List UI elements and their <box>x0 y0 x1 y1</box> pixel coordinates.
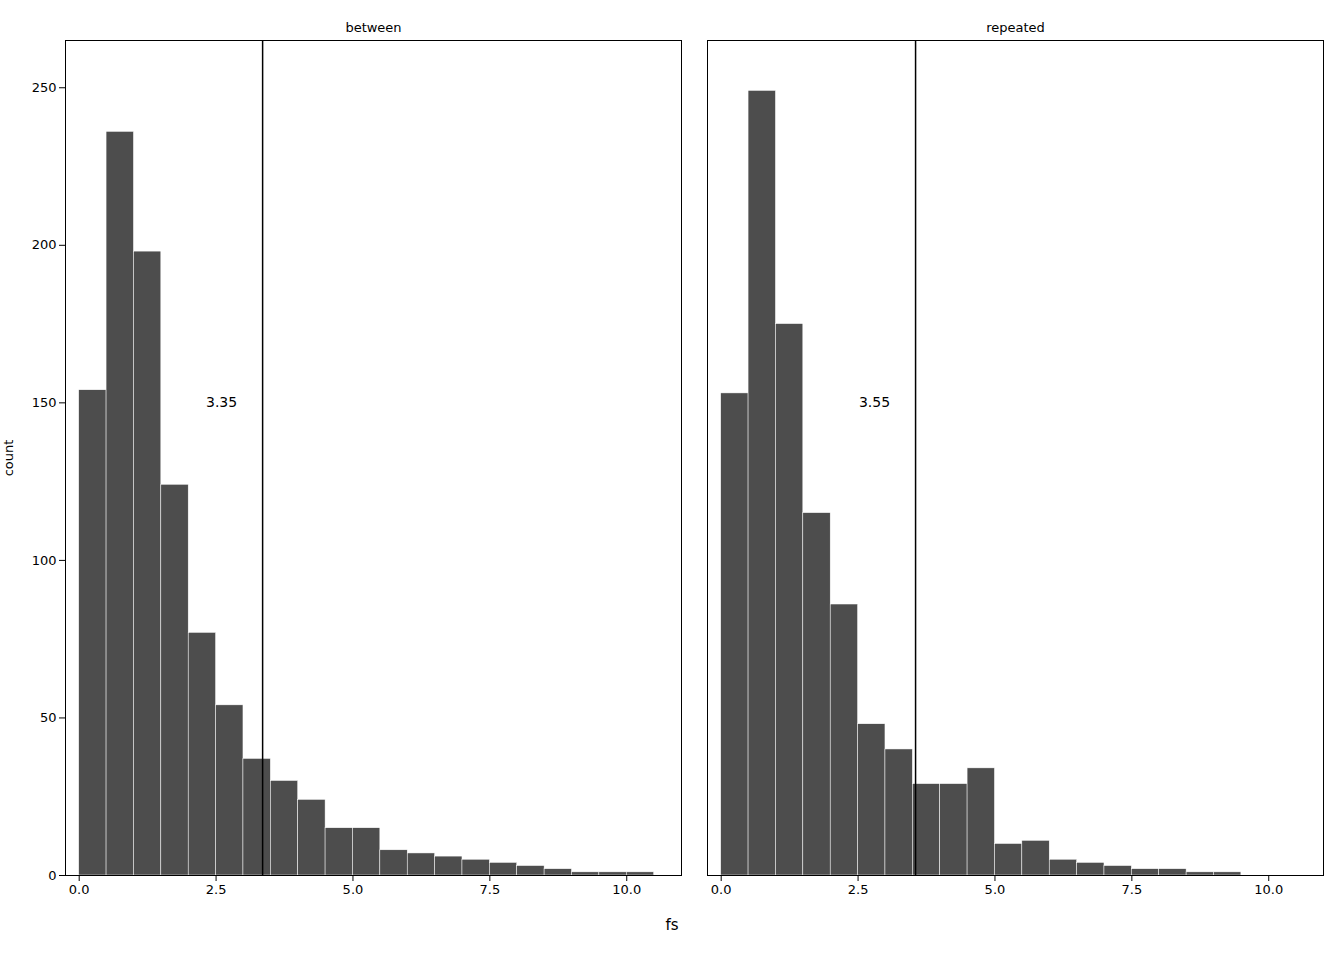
svg-text:100: 100 <box>32 553 57 568</box>
svg-text:7.5: 7.5 <box>480 882 501 897</box>
svg-text:3.55: 3.55 <box>859 394 890 410</box>
svg-text:5.0: 5.0 <box>343 882 364 897</box>
svg-text:150: 150 <box>32 395 57 410</box>
svg-text:between: between <box>345 20 401 35</box>
svg-text:5.0: 5.0 <box>985 882 1006 897</box>
svg-text:200: 200 <box>32 237 57 252</box>
svg-text:0: 0 <box>48 868 56 883</box>
svg-text:10.0: 10.0 <box>1254 882 1283 897</box>
svg-text:0.0: 0.0 <box>711 882 732 897</box>
svg-text:0.0: 0.0 <box>69 882 90 897</box>
svg-text:3.35: 3.35 <box>206 394 237 410</box>
svg-text:50: 50 <box>40 710 57 725</box>
svg-text:2.5: 2.5 <box>848 882 869 897</box>
svg-text:7.5: 7.5 <box>1122 882 1143 897</box>
svg-text:count: count <box>1 440 16 477</box>
svg-text:10.0: 10.0 <box>612 882 641 897</box>
svg-text:250: 250 <box>32 80 57 95</box>
svg-text:repeated: repeated <box>986 20 1045 35</box>
svg-text:2.5: 2.5 <box>206 882 227 897</box>
html-text:fs: fs <box>665 916 679 934</box>
